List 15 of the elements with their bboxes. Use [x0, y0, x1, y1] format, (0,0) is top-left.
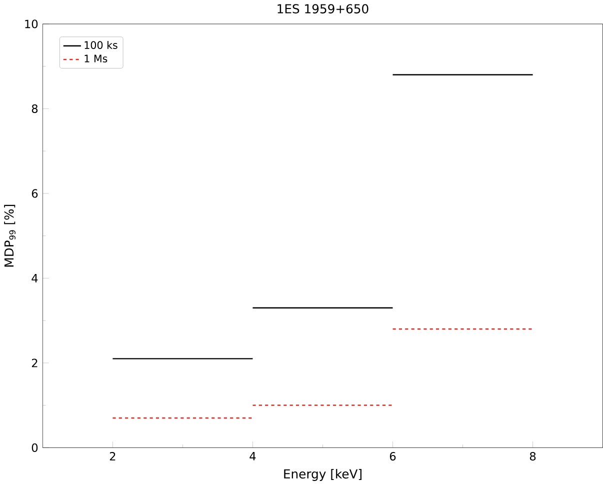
y-tick-label: 6: [32, 189, 38, 198]
y-tick-label: 8: [32, 104, 38, 113]
legend-label: 1 Ms: [84, 54, 108, 62]
x-tick-label: 2: [110, 452, 116, 460]
y-tick-label: 4: [32, 274, 38, 282]
x-tick-label: 8: [530, 452, 536, 461]
x-tick-label: 6: [390, 452, 396, 461]
y-axis-title: MDP$_{99}$ [%]: [4, 204, 16, 267]
x-axis-title: Energy [keV]: [284, 468, 362, 481]
y-tick-label: 0: [32, 443, 38, 452]
legend-label: 100 ks: [84, 40, 118, 49]
y-tick-label: 2: [32, 358, 38, 368]
chart-title: 1ES 1959+650: [278, 4, 368, 14]
y-tick-label: 10: [25, 20, 38, 28]
x-tick-label: 4: [250, 452, 256, 460]
